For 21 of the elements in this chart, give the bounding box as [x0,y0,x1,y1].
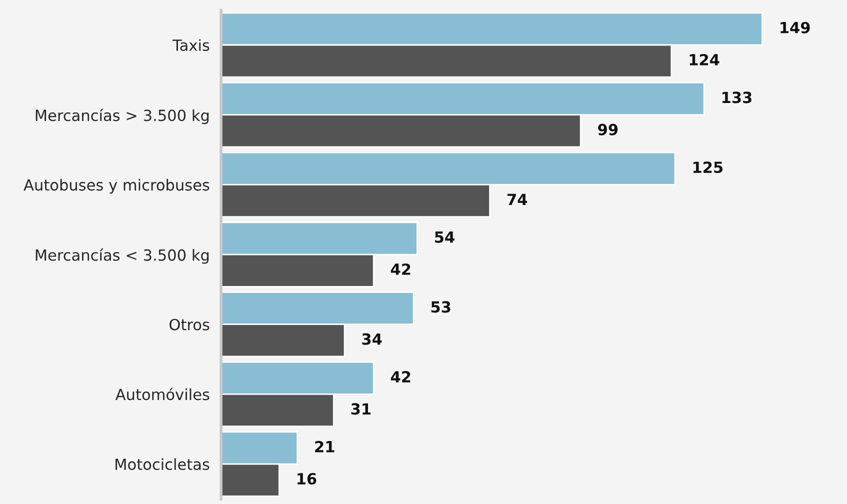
y-tick-label: Motocicletas [116,458,210,470]
data-label: 21 [315,440,334,452]
data-label: 53 [431,301,450,313]
data-label: 124 [690,54,720,66]
data-label: 99 [598,124,618,136]
data-label: 42 [390,371,410,382]
data-label: 34 [362,333,382,345]
data-label: 149 [780,22,810,34]
data-label: 125 [693,161,723,174]
y-tick-label: Mercancías < 3.500 kg [36,248,209,264]
y-tick-label: Automóviles [115,388,210,400]
y-tick-label: Otros [170,318,210,330]
y-tick-label: Mercancías > 3.500 kg [36,108,209,124]
data-label: 42 [390,263,410,275]
y-tick-label: Autobuses y microbuses [24,178,210,194]
data-label: 31 [351,403,371,415]
data-label: 54 [435,232,454,243]
data-label: 133 [722,92,752,104]
y-tick-label: Taxis [172,39,210,52]
data-label: 74 [508,194,528,205]
data-label: 16 [298,472,316,485]
